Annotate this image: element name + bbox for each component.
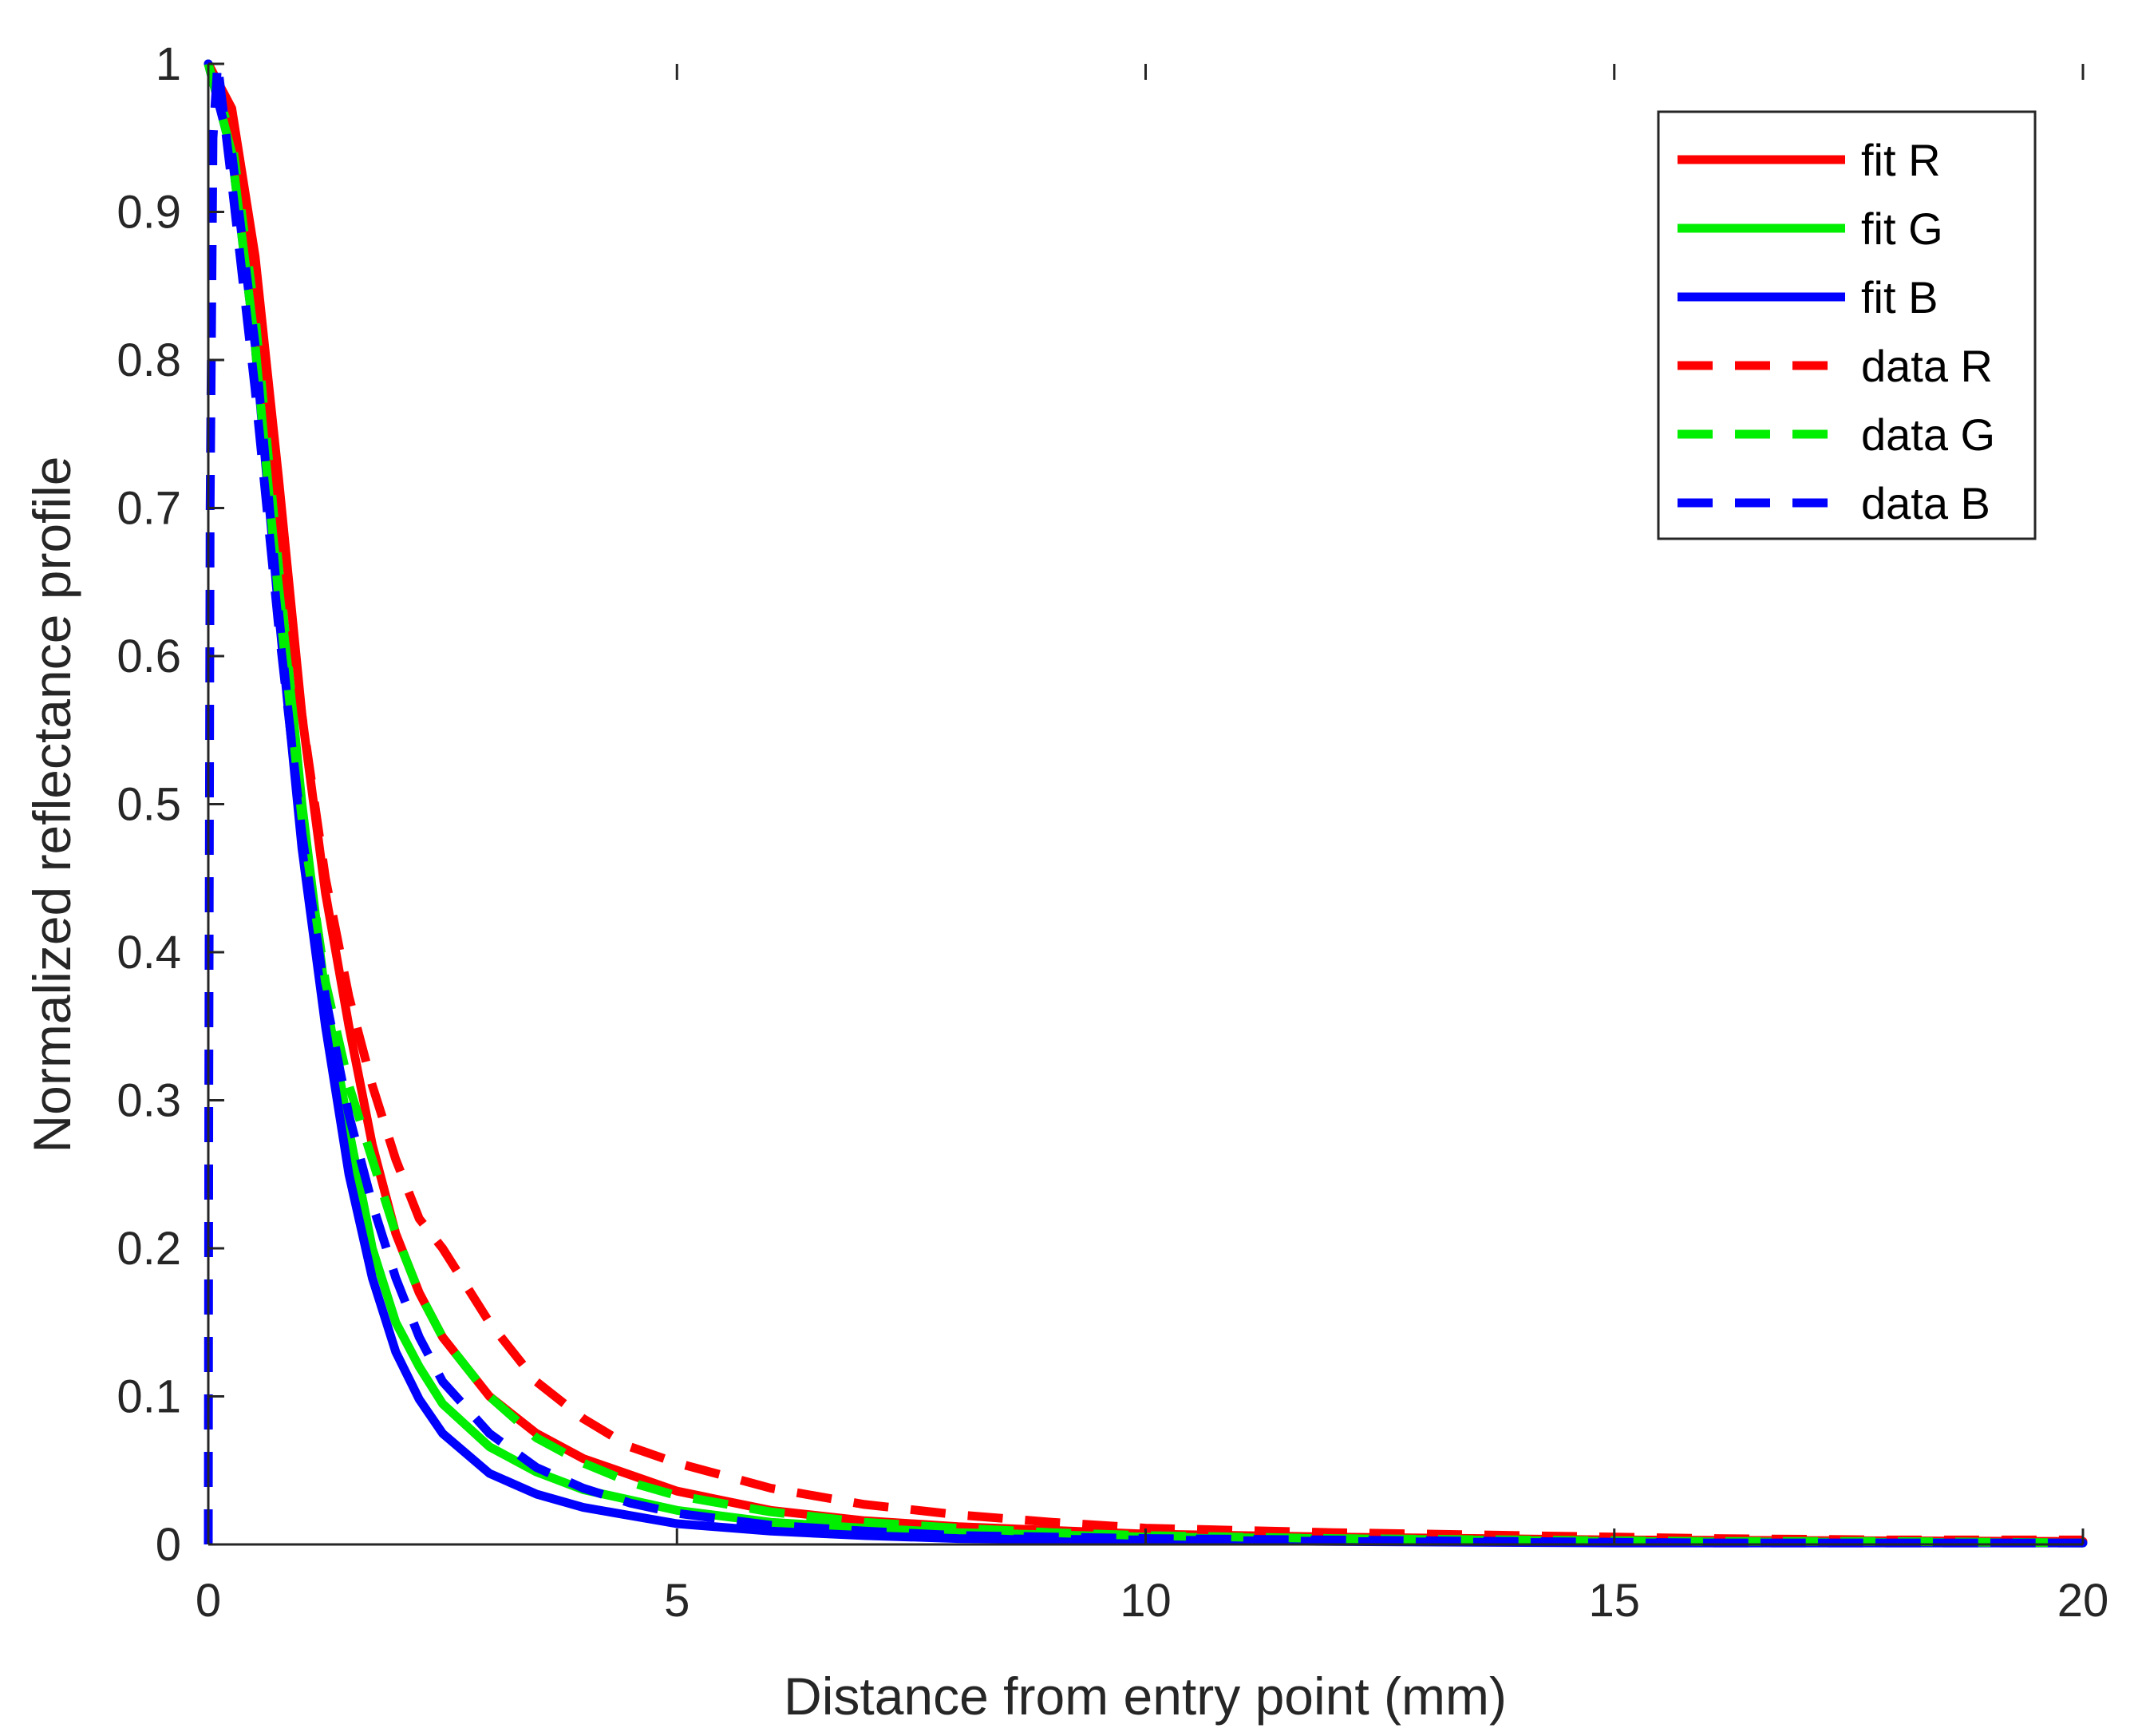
y-tick-label: 0 bbox=[156, 1519, 181, 1571]
legend-label: data R bbox=[1861, 341, 1993, 391]
x-axis-label: Distance from entry point (mm) bbox=[784, 1667, 1507, 1726]
legend: fit R fit G fit B data R data G data B bbox=[1657, 110, 2037, 540]
legend-label: fit R bbox=[1861, 135, 1941, 185]
legend-label: fit B bbox=[1861, 272, 1938, 322]
y-tick-label: 0.1 bbox=[117, 1371, 181, 1423]
x-tick-label: 15 bbox=[1588, 1575, 1640, 1627]
y-tick-label: 0.3 bbox=[117, 1075, 181, 1127]
legend-label: data B bbox=[1861, 478, 1990, 528]
x-tick-label: 20 bbox=[2057, 1575, 2109, 1627]
x-ticks: 0 5 10 15 20 bbox=[196, 64, 2108, 1627]
y-tick-label: 0.4 bbox=[117, 927, 181, 979]
y-tick-label: 0.6 bbox=[117, 631, 181, 682]
y-axis-label: Normalized reflectance profile bbox=[22, 456, 81, 1153]
series-line-data-g bbox=[204, 62, 2084, 1548]
plot-lines bbox=[204, 59, 2088, 1548]
y-tick-label: 1 bbox=[156, 38, 181, 90]
legend-label: fit G bbox=[1861, 204, 1943, 254]
y-tick-label: 0.9 bbox=[117, 187, 181, 239]
y-tick-label: 0.5 bbox=[117, 779, 181, 831]
legend-label: data G bbox=[1861, 409, 1995, 460]
x-tick-label: 10 bbox=[1120, 1575, 1172, 1627]
legend-box bbox=[1657, 110, 2037, 540]
y-ticks: 0 0.1 0.2 0.3 0.4 0.5 0.6 0.7 0.8 0.9 1 bbox=[117, 38, 224, 1571]
y-tick-label: 0.2 bbox=[117, 1223, 181, 1275]
x-tick-label: 0 bbox=[196, 1575, 221, 1627]
x-tick-label: 5 bbox=[664, 1575, 690, 1627]
y-tick-label: 0.8 bbox=[117, 334, 181, 386]
y-tick-label: 0.7 bbox=[117, 483, 181, 535]
series-line-data-b bbox=[204, 59, 2083, 1548]
series-line-data-r bbox=[204, 62, 2083, 1544]
